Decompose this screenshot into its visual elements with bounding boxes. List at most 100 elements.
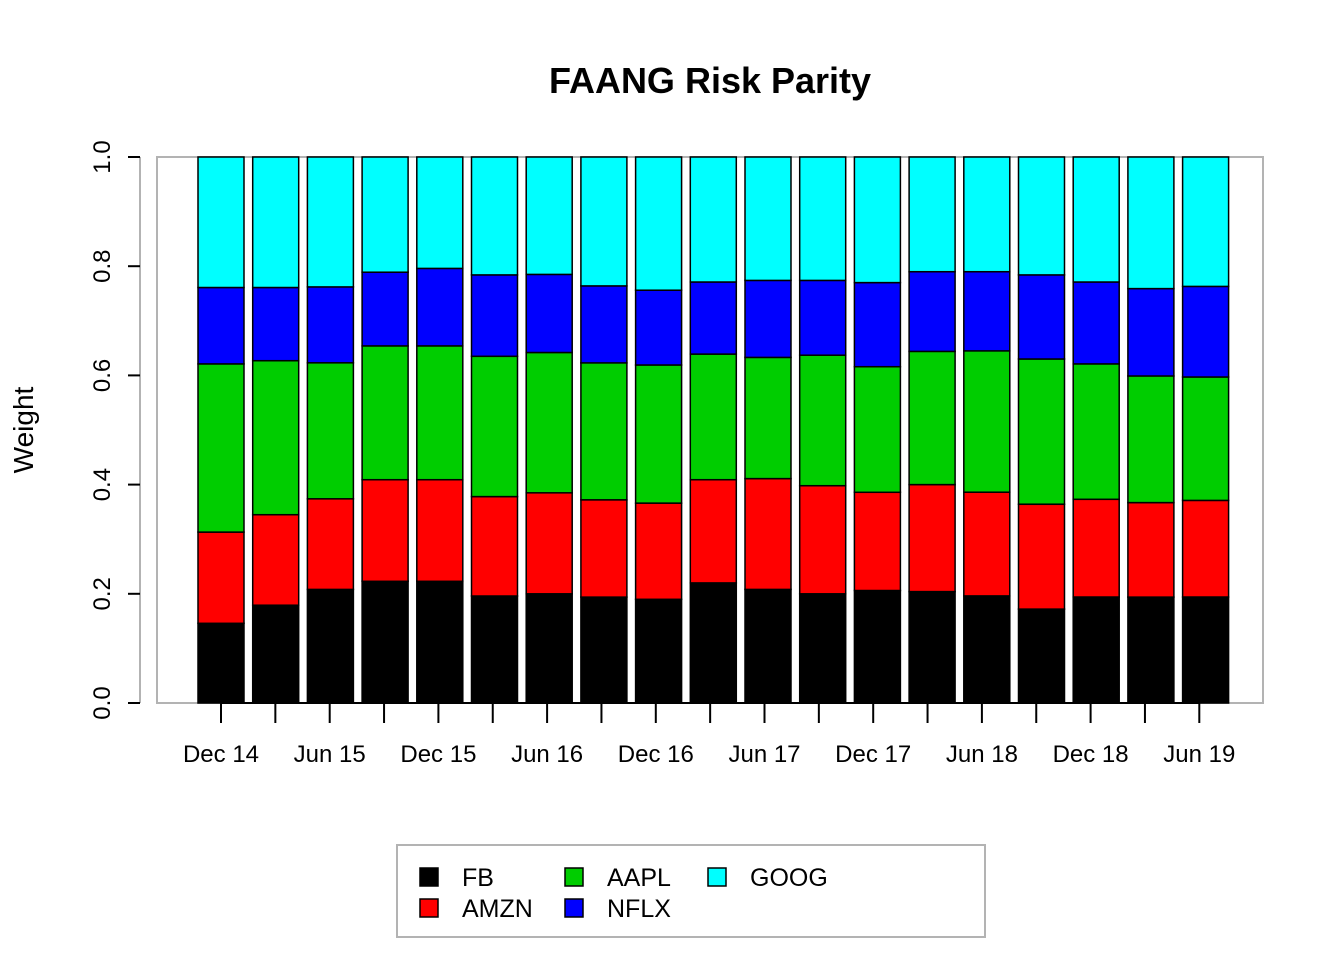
- bar-nflx-1: [251, 286, 300, 362]
- legend-swatch-nflx: [564, 898, 584, 918]
- bar-goog-9: [689, 156, 738, 283]
- bar-fb-3: [361, 580, 409, 704]
- y-tick-label: 0.8: [89, 250, 116, 283]
- y-axis: 0.0 0.2 0.4 0.6 0.8 1.0: [89, 140, 141, 720]
- bar-aapl-17: [1127, 375, 1175, 504]
- bar-amzn-6: [525, 492, 573, 595]
- x-tick-label: Jun 19: [1163, 741, 1235, 768]
- bar-amzn-4: [416, 478, 464, 583]
- bar-fb-0: [197, 622, 245, 704]
- bar-aapl-15: [1017, 358, 1066, 505]
- bar-fb-12: [853, 589, 902, 704]
- bar-aapl-9: [689, 353, 738, 481]
- legend-label-amzn: AMZN: [462, 895, 533, 923]
- bar-aapl-1: [251, 359, 300, 516]
- bar-goog-11: [798, 156, 847, 282]
- bar-aapl-18: [1181, 376, 1230, 502]
- bar-aapl-11: [798, 354, 847, 487]
- bar-amzn-2: [306, 498, 355, 591]
- legend-label-goog: GOOG: [750, 864, 828, 892]
- bar-nflx-8: [634, 289, 683, 366]
- bar-goog-15: [1017, 156, 1066, 276]
- bar-amzn-12: [853, 491, 902, 592]
- bar-amzn-17: [1127, 501, 1175, 598]
- bar-goog-3: [361, 156, 409, 273]
- bar-amzn-10: [744, 477, 792, 591]
- bar-goog-10: [744, 156, 792, 282]
- bar-fb-11: [798, 593, 847, 704]
- bar-goog-17: [1127, 156, 1175, 290]
- bar-goog-13: [908, 156, 956, 273]
- bar-fb-14: [963, 595, 1011, 704]
- bar-fb-17: [1127, 596, 1175, 704]
- bar-nflx-0: [197, 286, 245, 365]
- bar-nflx-11: [798, 279, 847, 356]
- legend-swatch-amzn: [419, 898, 439, 918]
- y-tick-label: 0.0: [89, 686, 116, 719]
- legend-label-fb: FB: [462, 864, 494, 892]
- bar-nflx-16: [1072, 281, 1120, 365]
- x-tick-label: Dec 14: [183, 741, 259, 768]
- bar-aapl-5: [470, 355, 519, 498]
- bar-fb-6: [525, 593, 573, 704]
- bar-amzn-0: [197, 531, 245, 625]
- bar-aapl-12: [853, 365, 902, 494]
- legend-swatch-aapl: [564, 867, 584, 887]
- bar-fb-1: [251, 604, 300, 704]
- bar-nflx-13: [908, 270, 956, 353]
- x-axis: Dec 14 Jun 15 Dec 15 Jun 16 Dec 16 Jun 17 Dec …: [183, 702, 1235, 768]
- y-tick-label: 0.6: [89, 359, 116, 392]
- legend-swatch-goog: [707, 867, 727, 887]
- legend: FB AMZN AAPL NFLX GOOG: [396, 844, 986, 938]
- bar-aapl-3: [361, 345, 409, 481]
- y-axis-label: Weight: [8, 386, 39, 473]
- bar-amzn-13: [908, 483, 956, 593]
- y-tick-label: 0.4: [89, 468, 116, 501]
- bar-nflx-18: [1181, 285, 1230, 378]
- bar-nflx-6: [525, 273, 573, 354]
- x-tick-label: Jun 17: [728, 741, 800, 768]
- bar-fb-13: [908, 590, 956, 704]
- bar-goog-1: [251, 156, 300, 289]
- legend-label-nflx: NFLX: [607, 895, 671, 923]
- bar-fb-5: [470, 595, 519, 704]
- bar-amzn-14: [963, 491, 1011, 597]
- bar-amzn-15: [1017, 503, 1066, 610]
- bar-goog-12: [853, 156, 902, 284]
- bar-fb-18: [1181, 596, 1230, 704]
- x-tick-label: Jun 18: [946, 741, 1018, 768]
- x-tick-label: Dec 15: [400, 741, 476, 768]
- bar-fb-8: [634, 598, 683, 704]
- bar-nflx-10: [744, 279, 792, 359]
- bar-aapl-14: [963, 350, 1011, 493]
- bar-fb-16: [1072, 596, 1120, 704]
- bars-group: [197, 156, 1230, 704]
- bar-aapl-13: [908, 350, 956, 486]
- bar-goog-0: [197, 156, 245, 289]
- bar-goog-7: [580, 156, 628, 287]
- bar-goog-2: [306, 156, 355, 288]
- bar-nflx-9: [689, 281, 738, 355]
- bar-nflx-17: [1127, 287, 1175, 377]
- bar-aapl-0: [197, 363, 245, 533]
- bar-amzn-16: [1072, 498, 1120, 598]
- bar-aapl-10: [744, 356, 792, 480]
- bar-goog-18: [1181, 156, 1230, 288]
- bar-aapl-8: [634, 364, 683, 504]
- bar-nflx-12: [853, 281, 902, 368]
- bar-fb-15: [1017, 608, 1066, 704]
- bar-amzn-11: [798, 484, 847, 595]
- bar-amzn-5: [470, 495, 519, 597]
- bar-nflx-15: [1017, 274, 1066, 360]
- bar-nflx-5: [470, 274, 519, 358]
- legend-swatch-fb: [419, 867, 439, 887]
- bar-aapl-6: [525, 351, 573, 494]
- legend-label-aapl: AAPL: [607, 864, 671, 892]
- bar-goog-4: [416, 156, 464, 270]
- y-tick-label: 1.0: [89, 140, 116, 173]
- bar-fb-7: [580, 596, 628, 704]
- bar-fb-9: [689, 582, 738, 704]
- x-tick-label: Jun 16: [511, 741, 583, 768]
- bar-fb-4: [416, 580, 464, 704]
